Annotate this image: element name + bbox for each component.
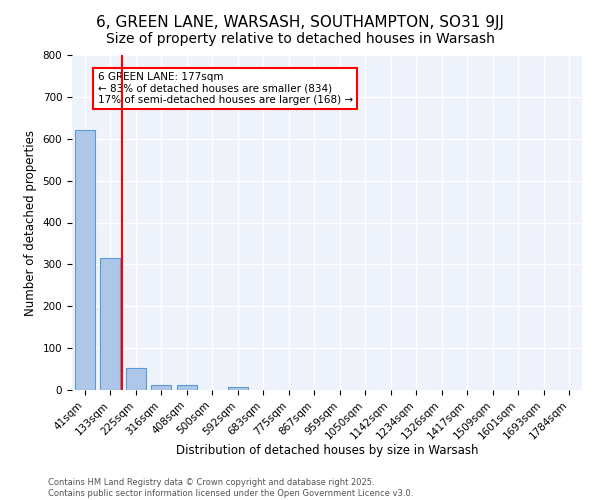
Bar bbox=[227, 387, 248, 390]
Text: Contains HM Land Registry data © Crown copyright and database right 2025.
Contai: Contains HM Land Registry data © Crown c… bbox=[48, 478, 413, 498]
Text: 6 GREEN LANE: 177sqm
← 83% of detached houses are smaller (834)
17% of semi-deta: 6 GREEN LANE: 177sqm ← 83% of detached h… bbox=[97, 72, 353, 105]
Y-axis label: Number of detached properties: Number of detached properties bbox=[24, 130, 37, 316]
X-axis label: Distribution of detached houses by size in Warsash: Distribution of detached houses by size … bbox=[176, 444, 478, 457]
Bar bbox=[100, 258, 121, 390]
Text: 6, GREEN LANE, WARSASH, SOUTHAMPTON, SO31 9JJ: 6, GREEN LANE, WARSASH, SOUTHAMPTON, SO3… bbox=[96, 15, 504, 30]
Bar bbox=[125, 368, 146, 390]
Bar bbox=[74, 130, 95, 390]
Text: Size of property relative to detached houses in Warsash: Size of property relative to detached ho… bbox=[106, 32, 494, 46]
Bar bbox=[176, 385, 197, 390]
Bar bbox=[151, 385, 172, 390]
